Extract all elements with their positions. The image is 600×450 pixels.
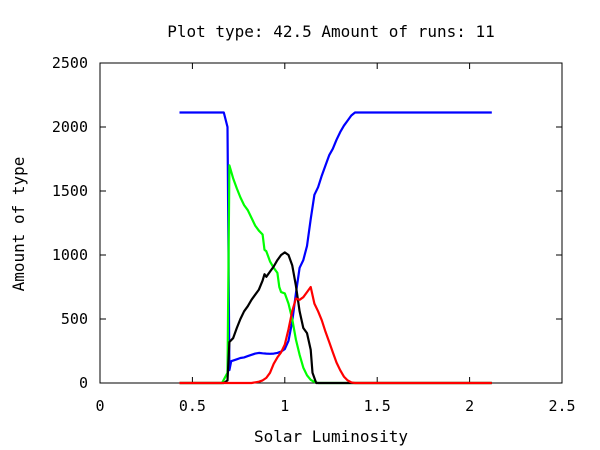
y-tick-label: 2000 xyxy=(52,118,88,136)
axis-tick-labels: 0 0.5 1 1.5 2 2.5 0 500 1000 1500 2000 2500 xyxy=(52,54,576,415)
axis-ticks xyxy=(99,62,563,384)
y-tick-label: 2500 xyxy=(52,54,88,72)
y-tick-label: 1000 xyxy=(52,246,88,264)
series-line-2 xyxy=(179,164,492,385)
y-tick-label: 1500 xyxy=(52,182,88,200)
x-axis-label: Solar Luminosity xyxy=(254,427,408,446)
series-line-3 xyxy=(179,251,492,385)
y-tick-label: 500 xyxy=(61,310,88,328)
series-layer xyxy=(179,111,492,385)
x-tick-label: 2.5 xyxy=(548,397,575,415)
y-tick-label: 0 xyxy=(79,374,88,392)
x-tick-label: 2 xyxy=(465,397,474,415)
x-tick-label: 1.5 xyxy=(364,397,391,415)
y-axis-label: Amount of type xyxy=(9,157,28,292)
x-tick-label: 0.5 xyxy=(179,397,206,415)
x-tick-label: 0 xyxy=(95,397,104,415)
chart-title: Plot type: 42.5 Amount of runs: 11 xyxy=(167,22,495,41)
plot-frame xyxy=(99,62,563,384)
series-line-1 xyxy=(179,111,492,372)
x-tick-label: 1 xyxy=(280,397,289,415)
series-line-4 xyxy=(179,285,492,385)
